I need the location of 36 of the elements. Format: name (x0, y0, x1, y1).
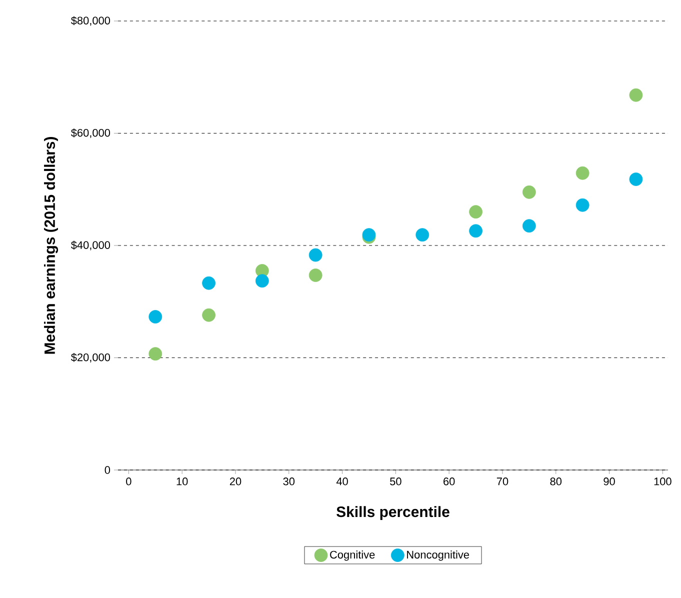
point (629, 88, 643, 102)
point (255, 274, 269, 288)
x-tick-label: 100 (654, 478, 672, 486)
point (308, 268, 322, 282)
y-axis-title: Median earnings (2015 dollars) (44, 137, 58, 354)
legend-label: Noncognitive (407, 550, 470, 561)
point (202, 308, 216, 322)
y-tick-label: $40,000 (70, 240, 110, 250)
point (522, 185, 536, 199)
x-tick-label: 20 (230, 478, 242, 486)
point (416, 228, 430, 242)
y-tick-label: $20,000 (70, 352, 110, 363)
point (469, 205, 482, 219)
x-tick-label: 0 (126, 478, 132, 486)
x-tick-label: 40 (336, 478, 348, 486)
x-tick-label: 50 (390, 478, 402, 486)
point (148, 347, 162, 361)
point (202, 276, 216, 290)
x-tick-label: 70 (496, 478, 508, 486)
x-tick-label: 90 (604, 478, 615, 486)
x-tick-label: 60 (444, 478, 455, 486)
legend-label: Cognitive (330, 550, 375, 561)
x-axis-title: Skills percentile (336, 506, 450, 520)
y-tick-label: 0 (104, 466, 110, 474)
point (308, 248, 322, 262)
point (576, 166, 590, 180)
point (469, 224, 482, 238)
x-tick-label: 80 (550, 478, 562, 486)
point (629, 172, 643, 186)
point (522, 219, 536, 233)
point (576, 198, 590, 212)
x-tick-label: 30 (283, 478, 295, 486)
y-tick-label: $60,000 (70, 128, 110, 138)
point (148, 310, 162, 324)
y-tick-label: $80,000 (70, 16, 110, 26)
x-tick-label: 10 (176, 478, 188, 486)
